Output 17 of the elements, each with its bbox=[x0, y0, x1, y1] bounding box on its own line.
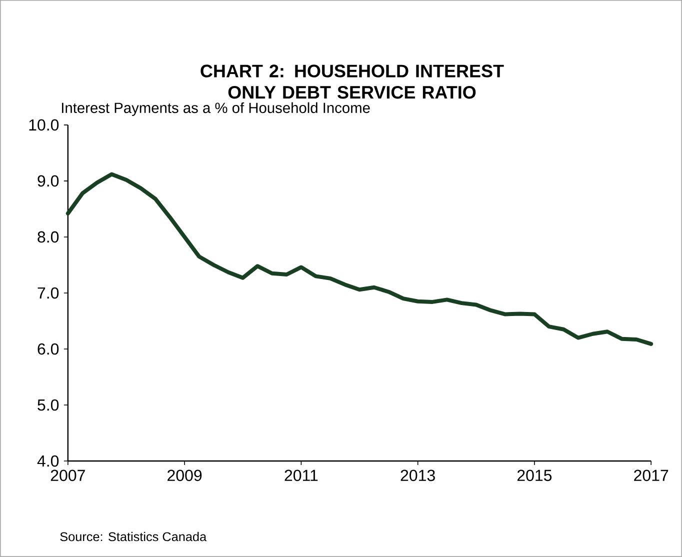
x-tick-label: 2013 bbox=[400, 470, 435, 482]
y-axis-title: Interest Payments as a % of Household Income bbox=[62, 102, 370, 116]
y-tick-label: 7.0 bbox=[38, 287, 59, 299]
chart-title: CHART 2: HOUSEHOLD INTEREST ONLY DEBT SERVICE RATIO bbox=[200, 64, 504, 99]
line-series bbox=[66, 172, 654, 346]
x-tick-label: 2009 bbox=[168, 470, 202, 482]
x-tick-label: 2015 bbox=[517, 470, 552, 482]
y-tick-label: 9.0 bbox=[38, 175, 59, 187]
y-tick-label: 5.0 bbox=[38, 399, 59, 411]
y-tick-label: 8.0 bbox=[38, 231, 59, 243]
x-tick-label: 2007 bbox=[50, 470, 85, 482]
y-tick-label: 10.0 bbox=[29, 119, 59, 131]
x-tick-label: 2017 bbox=[634, 470, 668, 482]
x-tick-label: 2011 bbox=[284, 470, 318, 482]
source-note: Source: Statistics Canada bbox=[60, 532, 207, 542]
y-tick-label: 6.0 bbox=[38, 343, 59, 355]
y-tick-label: 4.0 bbox=[37, 455, 59, 467]
